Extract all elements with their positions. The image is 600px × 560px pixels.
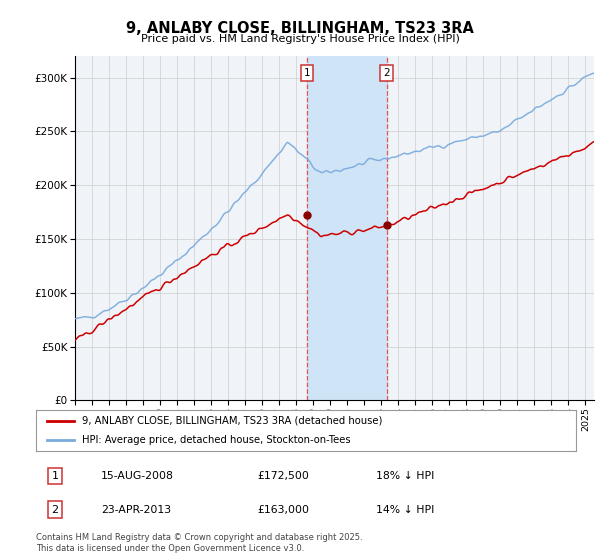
Text: £172,500: £172,500 <box>257 471 309 481</box>
Bar <box>307 56 386 400</box>
Text: Price paid vs. HM Land Registry's House Price Index (HPI): Price paid vs. HM Land Registry's House … <box>140 34 460 44</box>
Text: 2: 2 <box>383 68 390 78</box>
Text: HPI: Average price, detached house, Stockton-on-Tees: HPI: Average price, detached house, Stoc… <box>82 435 350 445</box>
Text: 15-AUG-2008: 15-AUG-2008 <box>101 471 173 481</box>
Text: 18% ↓ HPI: 18% ↓ HPI <box>376 471 434 481</box>
Text: 9, ANLABY CLOSE, BILLINGHAM, TS23 3RA: 9, ANLABY CLOSE, BILLINGHAM, TS23 3RA <box>126 21 474 36</box>
Text: 9, ANLABY CLOSE, BILLINGHAM, TS23 3RA (detached house): 9, ANLABY CLOSE, BILLINGHAM, TS23 3RA (d… <box>82 416 382 426</box>
Text: 14% ↓ HPI: 14% ↓ HPI <box>376 505 434 515</box>
Text: £163,000: £163,000 <box>257 505 310 515</box>
Text: 2: 2 <box>52 505 58 515</box>
Text: Contains HM Land Registry data © Crown copyright and database right 2025.
This d: Contains HM Land Registry data © Crown c… <box>36 533 362 553</box>
Text: 23-APR-2013: 23-APR-2013 <box>101 505 171 515</box>
Text: 1: 1 <box>52 471 58 481</box>
Text: 1: 1 <box>304 68 310 78</box>
